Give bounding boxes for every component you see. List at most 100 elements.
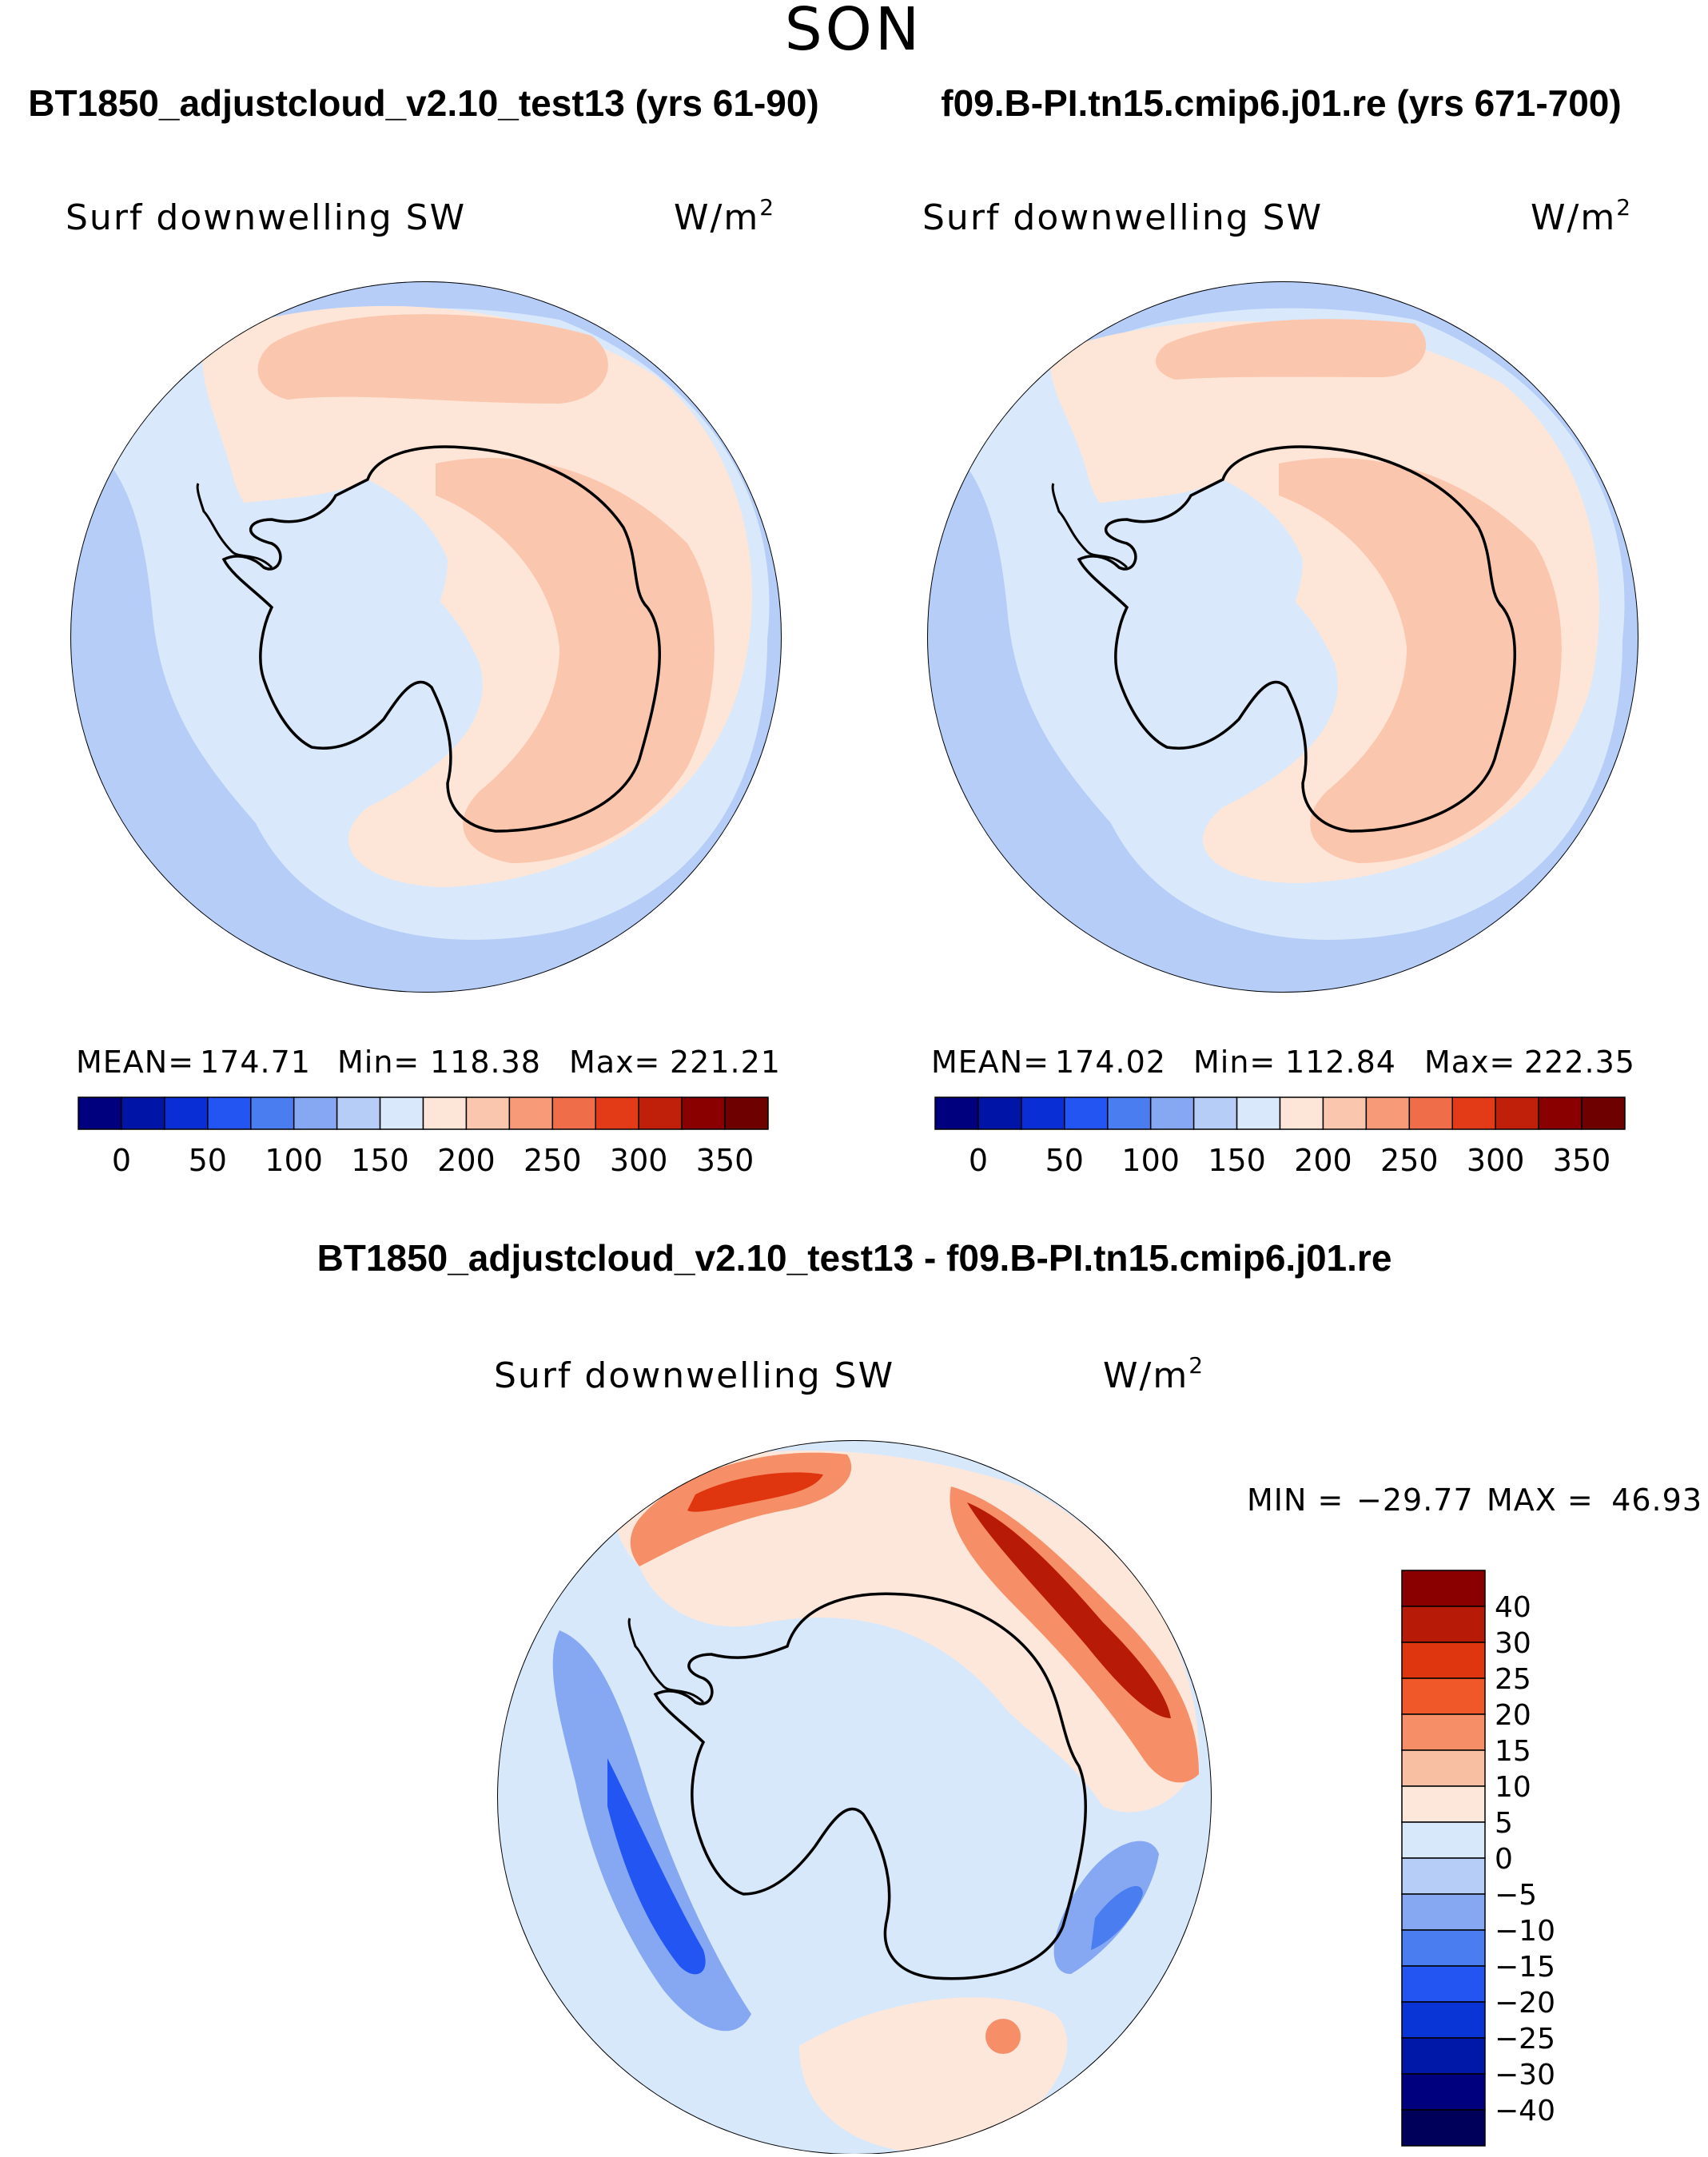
- panel-left-stats: MEAN= 174.71 Min= 118.38 Max= 221.21: [76, 1045, 781, 1080]
- antarctic-peninsula: [627, 1618, 705, 1704]
- diff-colorbar-swatch: [1401, 1965, 1486, 2003]
- panel-left-mean-label: MEAN=: [76, 1045, 194, 1080]
- diff-colorbar-tick-label: −40: [1495, 2095, 1555, 2127]
- diff-colorbar-tick-label: 10: [1495, 1771, 1531, 1804]
- right-colorbar-swatch: [977, 1096, 1022, 1130]
- panel-left-max-label: Max=: [569, 1045, 660, 1080]
- panel-left-units-base: W/m: [674, 197, 759, 238]
- panel-diff-map: [497, 1440, 1212, 2155]
- diff-colorbar-swatch: [1401, 1857, 1486, 1895]
- panel-left-colorbar: 0 50 100 150 200 250 300 350: [78, 1096, 769, 1178]
- diff-colorbar-tick-label: −10: [1495, 1915, 1555, 1948]
- left-colorbar-tick-label: 0: [112, 1143, 131, 1178]
- left-colorbar-tick-label: 350: [696, 1143, 754, 1178]
- panel-diff-min-label: MIN =: [1247, 1482, 1344, 1518]
- panel-diff-max: 46.93: [1611, 1482, 1702, 1518]
- panel-right-min: 112.84: [1285, 1045, 1396, 1080]
- right-colorbar-swatch: [1581, 1096, 1626, 1130]
- panel-right-title: f09.B-PI.tn15.cmip6.j01.re (yrs 671-700): [941, 82, 1621, 124]
- panel-left-max: 221.21: [670, 1045, 781, 1080]
- panel-diff-min: −29.77: [1356, 1482, 1474, 1518]
- diff-colorbar-swatch: [1401, 2073, 1486, 2111]
- panel-left-units: W/m2: [674, 194, 775, 238]
- map-cold-band-west-core: [607, 1758, 706, 1975]
- left-colorbar-tick-label: 300: [610, 1143, 668, 1178]
- left-colorbar-swatch: [551, 1096, 596, 1130]
- panel-left-mean: 174.71: [200, 1045, 311, 1080]
- right-colorbar-swatch: [1538, 1096, 1583, 1130]
- right-colorbar-swatch: [1236, 1096, 1281, 1130]
- left-colorbar-swatch: [250, 1096, 295, 1130]
- right-colorbar-swatch: [1107, 1096, 1152, 1130]
- panel-left: BT1850_adjustcloud_v2.10_test13 (yrs 61-…: [28, 82, 819, 1178]
- left-colorbar-swatch: [207, 1096, 252, 1130]
- diff-colorbar-swatch: [1401, 2001, 1486, 2039]
- panel-diff-units-base: W/m: [1103, 1355, 1188, 1396]
- left-colorbar-tick-label: 200: [437, 1143, 496, 1178]
- diff-colorbar-tick-label: 15: [1495, 1735, 1531, 1768]
- right-colorbar-swatch: [934, 1096, 979, 1130]
- map-cold-band-west: [552, 1630, 751, 2032]
- right-colorbar-tick-label: 250: [1380, 1143, 1439, 1178]
- left-colorbar-swatch: [595, 1096, 639, 1130]
- diff-colorbar-swatch: [1401, 1821, 1486, 1859]
- diff-colorbar-tick-label: 25: [1495, 1663, 1531, 1696]
- diff-colorbar-tick-label: −5: [1495, 1879, 1537, 1912]
- panel-right-units: W/m2: [1531, 194, 1632, 238]
- panel-diff: BT1850_adjustcloud_v2.10_test13 - f09.B-…: [317, 1237, 1702, 2155]
- panel-diff-variable: Surf downwelling SW: [494, 1355, 894, 1396]
- right-colorbar-tick-label: 350: [1553, 1143, 1611, 1178]
- diff-colorbar-tick-label: 40: [1495, 1591, 1531, 1624]
- panel-left-min: 118.38: [430, 1045, 541, 1080]
- diff-colorbar-swatch: [1401, 2109, 1486, 2147]
- right-colorbar-swatch: [1322, 1096, 1368, 1130]
- left-colorbar-tick-label: 250: [524, 1143, 582, 1178]
- panel-left-variable: Surf downwelling SW: [66, 197, 466, 238]
- diff-colorbar-tick-label: 0: [1495, 1843, 1513, 1876]
- diff-colorbar-tick-label: −30: [1495, 2059, 1555, 2091]
- diff-colorbar-tick-label: 5: [1495, 1807, 1513, 1840]
- panel-diff-max-label: MAX =: [1487, 1482, 1594, 1518]
- panel-right-variable: Surf downwelling SW: [922, 197, 1323, 238]
- right-colorbar-swatch: [1021, 1096, 1065, 1130]
- panel-right-max: 222.35: [1524, 1045, 1635, 1080]
- panel-diff-units: W/m2: [1103, 1352, 1204, 1396]
- left-colorbar-swatch: [724, 1096, 769, 1130]
- antarctic-peninsula: [1051, 483, 1129, 569]
- panel-right-min-label: Min=: [1193, 1045, 1276, 1080]
- antarctic-peninsula: [196, 483, 273, 569]
- panel-right-max-label: Max=: [1424, 1045, 1515, 1080]
- panel-right-mean-label: MEAN=: [931, 1045, 1049, 1080]
- panel-diff-units-sup: 2: [1188, 1352, 1204, 1379]
- right-colorbar-tick-label: 200: [1294, 1143, 1352, 1178]
- panel-left-title: BT1850_adjustcloud_v2.10_test13 (yrs 61-…: [28, 82, 819, 124]
- diff-colorbar-tick-label: −15: [1495, 1951, 1555, 1984]
- left-colorbar-swatch: [422, 1096, 468, 1130]
- right-colorbar-tick-label: 300: [1467, 1143, 1525, 1178]
- left-colorbar-tick-label: 150: [351, 1143, 409, 1178]
- left-colorbar-swatch: [121, 1096, 165, 1130]
- panel-right-units-sup: 2: [1616, 194, 1632, 221]
- left-colorbar-swatch: [638, 1096, 683, 1130]
- panel-right-mean: 174.02: [1055, 1045, 1166, 1080]
- left-colorbar-swatch: [379, 1096, 424, 1130]
- right-colorbar-swatch: [1408, 1096, 1453, 1130]
- panel-right-units-base: W/m: [1531, 197, 1616, 238]
- right-colorbar-swatch: [1365, 1096, 1411, 1130]
- right-colorbar-tick-label: 100: [1121, 1143, 1180, 1178]
- diff-colorbar-swatch: [1401, 1785, 1486, 1823]
- map-warm-patch-top: [257, 314, 608, 404]
- left-colorbar-tick-label: 100: [265, 1143, 323, 1178]
- right-colorbar-swatch: [1279, 1096, 1324, 1130]
- map-hot-band-top-core: [687, 1472, 823, 1512]
- map-warm-spot: [985, 2019, 1021, 2054]
- right-colorbar-swatch: [1064, 1096, 1109, 1130]
- map-cold-band-east-core: [1091, 1886, 1143, 1950]
- right-colorbar-tick-label: 0: [969, 1143, 988, 1178]
- map-warm-patch-east: [436, 458, 715, 863]
- panel-left-units-sup: 2: [759, 194, 775, 221]
- diff-colorbar-swatch: [1401, 1642, 1486, 1679]
- diff-colorbar-swatch: [1401, 1677, 1486, 1715]
- antarctica-coastline: [653, 1592, 1087, 1980]
